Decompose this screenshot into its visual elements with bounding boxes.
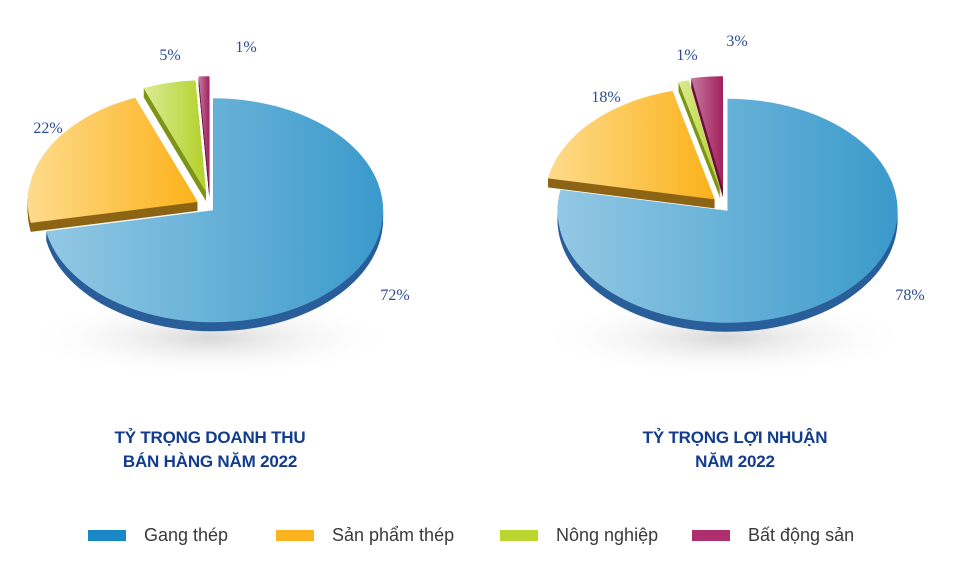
legend-item-san-pham-thep: Sản phẩm thép	[276, 525, 454, 546]
pie-charts: 72% 22% 5% 1% 78% 18% 1% 3%	[20, 33, 925, 378]
legend-swatch	[88, 530, 126, 541]
legend: Gang thép Sản phẩm thép Nông nghiệp Bất …	[0, 525, 980, 549]
data-label-san-pham-thep: 22%	[33, 120, 62, 137]
legend-item-bat-dong-san: Bất động sản	[692, 525, 854, 546]
data-label-gang-thep: 72%	[380, 287, 409, 304]
title-line: NĂM 2022	[695, 452, 775, 471]
data-label-bat-dong-san: 3%	[726, 33, 747, 50]
pie-shadow	[20, 298, 400, 378]
pie-shadow	[535, 298, 915, 378]
slice-bat-dong-san	[198, 76, 210, 189]
data-label-gang-thep: 78%	[895, 287, 924, 304]
slice-bat-dong-san	[691, 76, 723, 189]
slice-gang-thep	[46, 98, 384, 323]
title-line: TỶ TRỌNG DOANH THU	[114, 428, 306, 447]
legend-item-nong-nghiep: Nông nghiệp	[500, 525, 658, 546]
title-line: TỶ TRỌNG LỢI NHUẬN	[642, 428, 828, 447]
title-line: BÁN HÀNG NĂM 2022	[122, 452, 298, 471]
legend-label: Nông nghiệp	[556, 525, 659, 545]
data-label-san-pham-thep: 18%	[591, 89, 620, 106]
data-label-nong-nghiep: 5%	[159, 47, 180, 64]
data-label-nong-nghiep: 1%	[676, 47, 697, 64]
chart-title-revenue: TỶ TRỌNG DOANH THU BÁN HÀNG NĂM 2022	[60, 426, 360, 474]
legend-swatch	[276, 530, 314, 541]
slice-san-pham-thep	[547, 90, 715, 200]
legend-label: Sản phẩm thép	[332, 525, 455, 545]
legend-label: Bất động sản	[748, 525, 855, 545]
slice-nong-nghiep	[678, 80, 721, 191]
legend-label: Gang thép	[144, 525, 229, 545]
slice-san-pham-thep	[27, 97, 198, 223]
chart-title-profit: TỶ TRỌNG LỢI NHUẬN NĂM 2022	[585, 426, 885, 474]
slice-nong-nghiep	[143, 80, 207, 193]
legend-swatch	[692, 530, 730, 541]
slice-gang-thep	[557, 98, 898, 323]
legend-item-gang-thep: Gang thép	[88, 525, 228, 546]
legend-swatch	[500, 530, 538, 541]
data-label-bat-dong-san: 1%	[235, 39, 256, 56]
